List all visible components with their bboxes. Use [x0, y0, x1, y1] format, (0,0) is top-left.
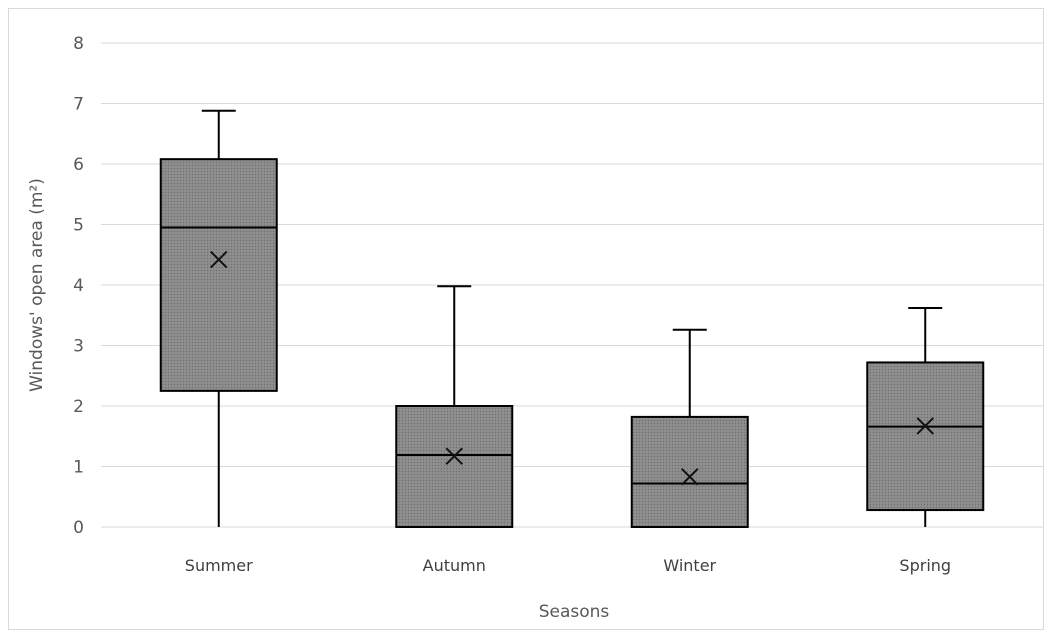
mean-marker	[210, 250, 228, 269]
mean-marker	[916, 417, 934, 435]
box-summer	[159, 109, 278, 527]
y-axis-tick-labels: 0 1 2 3 4 5 6 7 8	[73, 34, 84, 538]
box-winter	[630, 328, 749, 529]
x-category-label: Summer	[185, 556, 253, 575]
y-tick-label: 2	[73, 397, 84, 417]
mean-marker	[445, 447, 463, 465]
y-tick-label: 0	[73, 518, 84, 538]
box-body	[866, 361, 985, 512]
x-category-label: Spring	[899, 556, 951, 575]
box-autumn	[395, 285, 514, 528]
x-axis-category-labels: Summer Autumn Winter Spring	[185, 556, 951, 575]
x-axis-title: Seasons	[539, 602, 610, 622]
y-axis-title: Windows' open area (m²)	[27, 178, 47, 392]
box-body	[159, 158, 278, 392]
y-tick-label: 7	[73, 95, 84, 115]
x-category-label: Autumn	[423, 556, 486, 575]
gridlines	[101, 42, 1043, 528]
box-body	[395, 405, 514, 528]
y-tick-label: 4	[73, 276, 84, 296]
boxes	[159, 109, 985, 529]
y-tick-label: 3	[73, 337, 84, 357]
x-category-label: Winter	[663, 556, 716, 575]
y-tick-label: 6	[73, 155, 84, 175]
box-body	[630, 415, 749, 529]
y-tick-label: 1	[73, 458, 84, 478]
mean-marker	[681, 468, 699, 486]
y-tick-label: 5	[73, 216, 84, 236]
y-tick-label: 8	[73, 34, 84, 54]
box-spring	[866, 306, 985, 527]
